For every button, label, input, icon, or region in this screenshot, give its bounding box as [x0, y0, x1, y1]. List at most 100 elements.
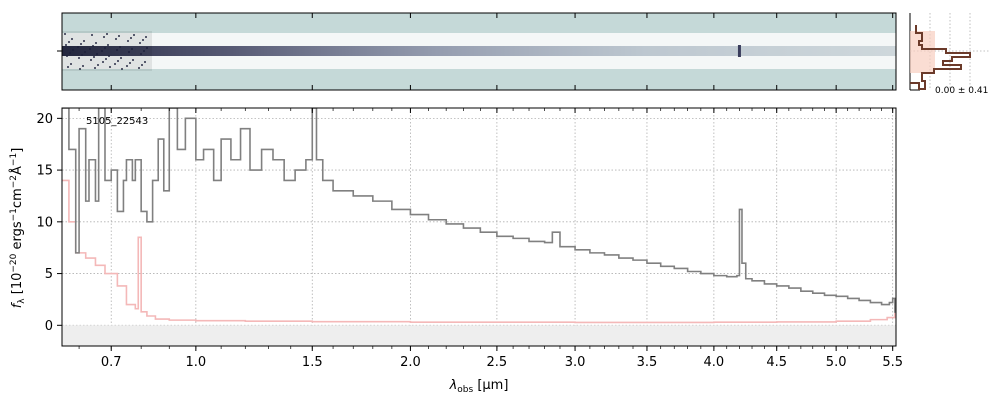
x-tick-label: 1.5: [302, 355, 323, 370]
x-tick-label: 4.0: [704, 355, 725, 370]
sheet-noise-pixel: [130, 37, 132, 39]
error-series: [62, 179, 896, 324]
x-tick-label: 3.0: [565, 355, 586, 370]
spectrum-2d-panel: [57, 12, 897, 91]
sheet-noise-pixel: [64, 33, 66, 35]
x-tick-label: 1.0: [186, 355, 207, 370]
sheet-noise-pixel: [103, 36, 105, 38]
sheet-noise-pixel: [94, 67, 96, 69]
histogram-steps: [910, 25, 971, 90]
x-axis-symbol: λ: [449, 378, 458, 393]
sheet-noise-pixel: [116, 49, 118, 51]
zero-band: [62, 325, 896, 346]
sheet-noise-pixel: [95, 42, 97, 44]
sheet-noise-pixel: [115, 38, 117, 40]
sheet-noise-pixel: [90, 59, 92, 61]
y-tick-label: 5: [45, 267, 53, 282]
x-tick-label: 5.0: [826, 355, 847, 370]
y-axis-label-part: cm: [10, 188, 25, 208]
sheet-noise-pixel: [81, 54, 83, 56]
sheet-noise-pixel: [120, 57, 122, 59]
sheet-noise-pixel: [97, 64, 99, 66]
sheet-noise-pixel: [105, 58, 107, 60]
sheet-noise-pixel: [69, 52, 71, 54]
sheet-noise-pixel: [80, 43, 82, 45]
sheet-noise-pixel: [139, 42, 141, 44]
sheet-noise-pixel: [126, 65, 128, 67]
sheet-noise-pixel: [70, 63, 72, 65]
sheet-noise-pixel: [107, 44, 109, 46]
sheet-noise-pixel: [72, 49, 74, 51]
sheet-noise-pixel: [68, 41, 70, 43]
sheet-noise-pixel: [140, 53, 142, 55]
sheet-noise-pixel: [146, 47, 148, 49]
sheet-noise-pixel: [71, 38, 73, 40]
sheet-noise-pixel: [92, 45, 94, 47]
sheet-trace-core: [62, 46, 896, 56]
y-tick-label: 10: [36, 215, 53, 230]
sheet-noise-pixel: [145, 36, 147, 38]
y-tick-label: 15: [36, 164, 53, 179]
grid-lines: [62, 108, 896, 346]
sheet-noise-pixel: [108, 55, 110, 57]
y-axis-label-part: ]: [10, 148, 25, 153]
y-tick-label: 0: [45, 319, 53, 334]
y-axis-label-part: −1: [9, 208, 19, 221]
y-axis-label-part: f: [10, 301, 25, 308]
x-tick-label: 5.5: [882, 355, 903, 370]
y-axis-label-part: −1: [9, 153, 19, 166]
sheet-noise-pixel: [133, 34, 135, 36]
sheet-noise-pixel: [138, 67, 140, 69]
sheet-noise-pixel: [128, 51, 130, 53]
y-axis-label-part: ergs: [10, 221, 25, 253]
sheet-noise-pixel: [96, 53, 98, 55]
x-axis-unit: [μm]: [473, 378, 508, 393]
sheet-noise-pixel: [114, 63, 116, 65]
spectrum-2d-trace: [62, 31, 896, 71]
spectrum-2d-ticks: [57, 13, 894, 90]
sheet-noise-pixel: [83, 40, 85, 42]
x-axis-ticks: 0.7 1.0 1.5 2.0 2.5 3.0 3.5 4.0 4.5 5.0 5.5: [78, 108, 903, 370]
sheet-noise-pixel: [132, 59, 134, 61]
sheet-noise-pixel: [118, 35, 120, 37]
x-tick-label: 0.7: [101, 355, 122, 370]
sheet-noise-pixel: [142, 39, 144, 41]
histogram-area: [909, 13, 990, 91]
x-tick-label: 4.5: [766, 355, 787, 370]
y-axis-label-part: −2: [9, 175, 19, 188]
sheet-noise-pixel: [104, 47, 106, 49]
sheet-noise-pixel: [121, 68, 123, 70]
x-axis-label: λobs [μm]: [449, 378, 509, 395]
sheet-noise-pixel: [119, 46, 121, 48]
sheet-noise-pixel: [127, 40, 129, 42]
y-axis-label: fλ [10−20 ergs−1cm−2Å−1]: [9, 148, 27, 309]
sheet-noise-pixel: [67, 66, 69, 68]
sheet-noise-pixel: [141, 64, 143, 66]
sheet-noise-pixel: [143, 50, 145, 52]
y-axis-ticks: 0 5 10 15 20: [36, 112, 62, 334]
histogram-panel: 0.00 ± 0.41: [909, 13, 990, 96]
sheet-noise-pixel: [102, 61, 104, 63]
error-line: [62, 179, 896, 324]
sheet-noise-pixel: [77, 46, 79, 48]
spectrum-1d-panel: 0.7 1.0 1.5 2.0 2.5 3.0 3.5 4.0 4.5 5.0 5.5 0 5 10 15…: [9, 107, 903, 395]
y-axis-label-part: λ: [17, 298, 27, 304]
sheet-noise-pixel: [131, 48, 133, 50]
y-tick-label: 20: [36, 112, 53, 127]
sheet-noise-pixel: [84, 51, 86, 53]
sheet-noise-pixel: [109, 66, 111, 68]
sheet-noise-pixel: [91, 34, 93, 36]
sheet-noise-pixel: [129, 62, 131, 64]
y-axis-label-part: −20: [9, 253, 19, 272]
flux-line: [62, 108, 896, 313]
sheet-noise-pixel: [79, 68, 81, 70]
sheet-noise-pixel: [65, 44, 67, 46]
sheet-noise-pixel: [144, 61, 146, 63]
sheet-noise-pixel: [101, 50, 103, 52]
sheet-noise-pixel: [66, 55, 68, 57]
object-id-label: 5105_22543: [86, 116, 148, 127]
sheet-noise-pixel: [93, 56, 95, 58]
sheet-emission-line: [737, 45, 741, 57]
